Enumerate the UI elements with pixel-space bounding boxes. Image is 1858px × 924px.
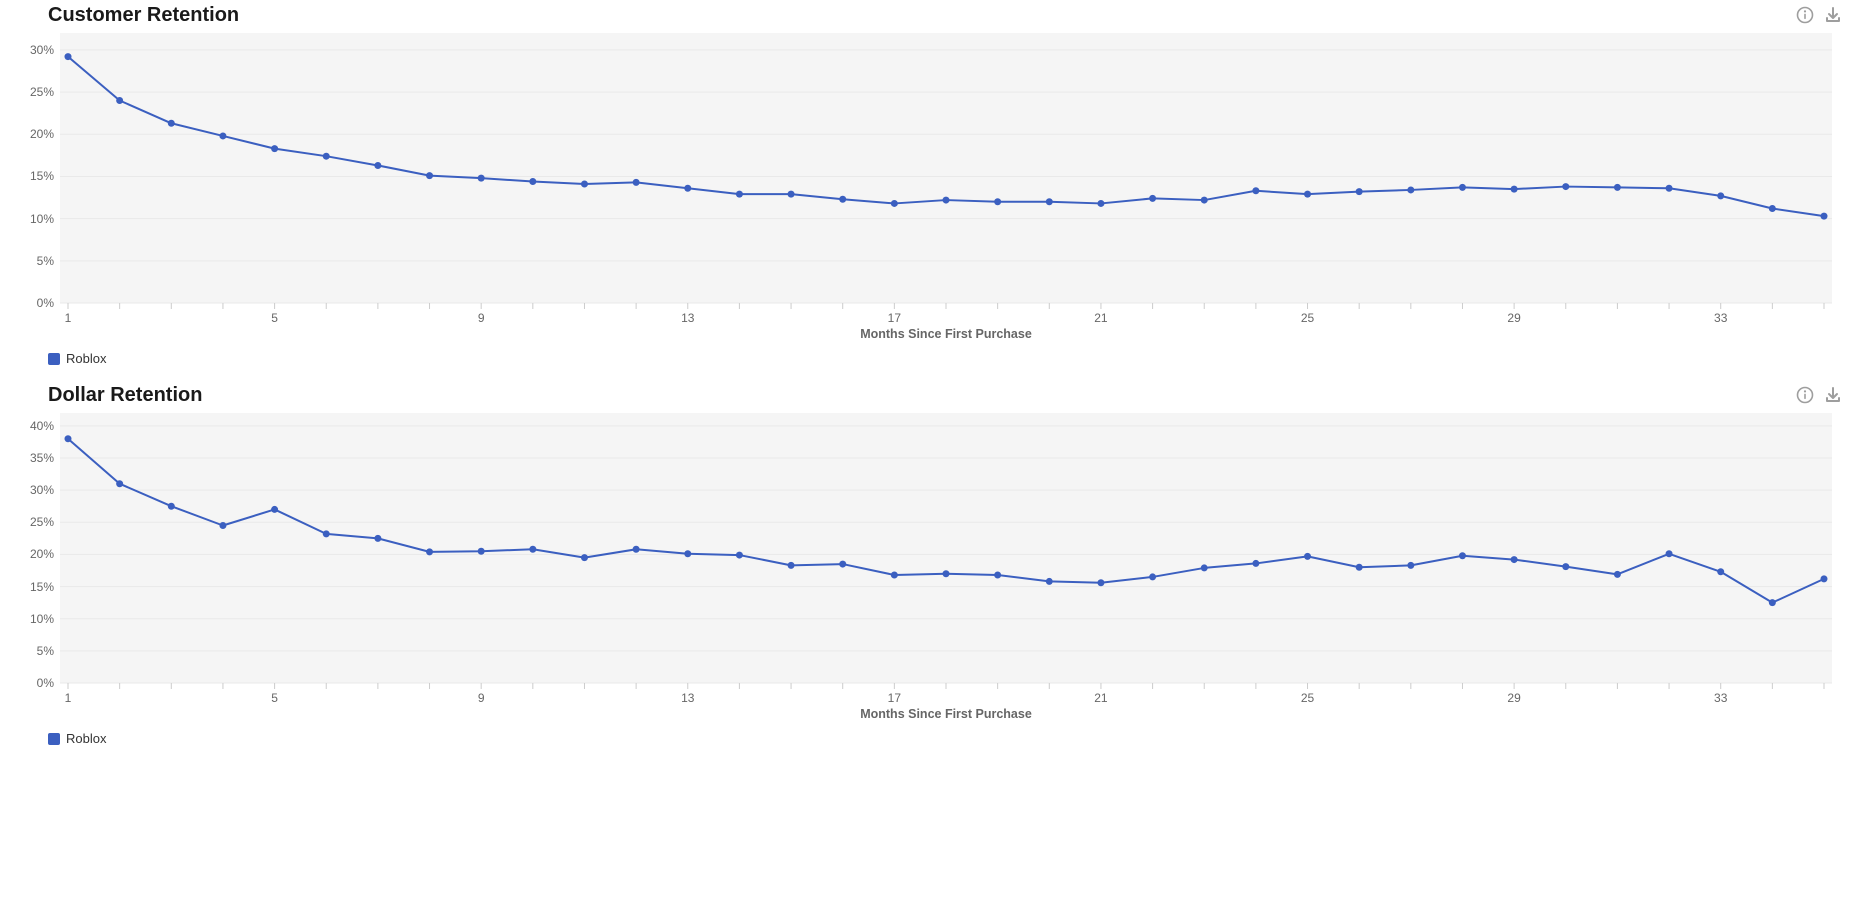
y-tick-label: 15% (30, 169, 54, 183)
x-tick-label: 17 (888, 311, 901, 325)
y-tick-label: 5% (37, 644, 54, 658)
y-tick-label: 0% (37, 676, 54, 690)
y-tick-label: 30% (30, 43, 54, 57)
dollar-retention-chart: Dollar Retention 0% 5% 10% 15% 20% 25% 30% 35% 40… (10, 380, 1848, 746)
x-tick-label: 25 (1301, 311, 1314, 325)
legend: Roblox (10, 725, 1848, 746)
chart-title: Customer Retention (48, 4, 239, 27)
x-tick-label: 33 (1714, 691, 1727, 705)
x-tick-label: 13 (681, 311, 694, 325)
x-tick-label: 29 (1507, 311, 1520, 325)
x-axis-title: Months Since First Purchase (860, 707, 1032, 721)
x-tick-label: 9 (478, 311, 485, 325)
x-axis-title: Months Since First Purchase (860, 327, 1032, 341)
y-tick-label: 40% (30, 419, 54, 433)
customer-retention-chart: Customer Retention 0% 5% 10% 15% 20% 25% 30% 1 5 9… (10, 0, 1848, 366)
plot-area: 0%5%10%15%20%25%30%35%40%159131721252933… (60, 413, 1832, 725)
info-icon[interactable] (1796, 386, 1814, 404)
plot-area: 0%5%10%15%20%25%30%159131721252933Months… (60, 33, 1832, 345)
y-tick-label: 30% (30, 483, 54, 497)
x-tick-label: 33 (1714, 311, 1727, 325)
info-icon[interactable] (1796, 6, 1814, 24)
chart-title: Dollar Retention (48, 384, 202, 407)
legend-swatch (48, 733, 60, 745)
legend-label: Roblox (66, 351, 106, 366)
y-tick-label: 25% (30, 85, 54, 99)
legend-label: Roblox (66, 731, 106, 746)
x-tick-label: 25 (1301, 691, 1314, 705)
x-tick-label: 29 (1507, 691, 1520, 705)
legend: Roblox (10, 345, 1848, 366)
y-tick-label: 0% (37, 296, 54, 310)
download-icon[interactable] (1824, 386, 1842, 404)
y-tick-label: 10% (30, 612, 54, 626)
y-tick-label: 20% (30, 547, 54, 561)
y-tick-label: 35% (30, 451, 54, 465)
x-tick-label: 5 (271, 311, 278, 325)
y-tick-label: 20% (30, 127, 54, 141)
x-tick-label: 1 (65, 311, 72, 325)
x-tick-label: 21 (1094, 691, 1107, 705)
legend-swatch (48, 353, 60, 365)
x-tick-label: 9 (478, 691, 485, 705)
x-tick-label: 13 (681, 691, 694, 705)
x-tick-label: 5 (271, 691, 278, 705)
y-tick-label: 15% (30, 580, 54, 594)
y-tick-label: 25% (30, 515, 54, 529)
x-tick-label: 1 (65, 691, 72, 705)
x-tick-label: 21 (1094, 311, 1107, 325)
y-tick-label: 5% (37, 254, 54, 268)
y-tick-label: 10% (30, 212, 54, 226)
x-tick-label: 17 (888, 691, 901, 705)
download-icon[interactable] (1824, 6, 1842, 24)
